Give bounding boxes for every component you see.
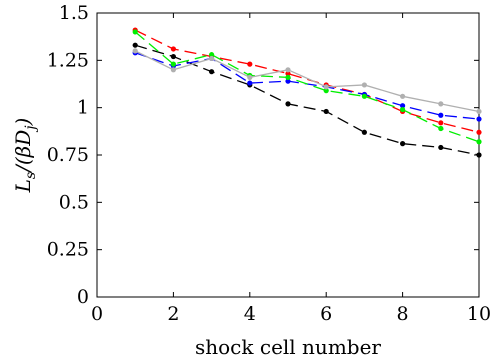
data-point — [438, 144, 444, 151]
tick-layer: 0 2 4 6 8 10 0 0.25 0.5 0.75 1 1.25 1.5 — [47, 2, 490, 325]
y-tick-label: 0.5 — [59, 191, 89, 213]
data-point — [400, 106, 406, 113]
data-point — [438, 112, 444, 118]
data-point — [400, 141, 406, 147]
series-line — [134, 31, 480, 143]
data-point — [285, 67, 291, 73]
data-point — [438, 101, 444, 107]
data-point — [400, 93, 406, 99]
y-axis-label-end: ) — [11, 118, 35, 127]
data-point — [323, 108, 329, 115]
y-tick-label: 0.75 — [47, 144, 89, 166]
data-point — [209, 52, 215, 58]
data-point — [361, 93, 367, 99]
data-point — [209, 69, 215, 75]
y-tick-label: 0.25 — [47, 239, 89, 261]
data-point — [132, 48, 138, 54]
x-tick-label: 2 — [167, 303, 179, 325]
y-axis-label-main: L — [11, 179, 35, 193]
y-axis-label-sub: s — [23, 172, 39, 179]
x-tick-label: 10 — [467, 303, 490, 325]
data-point — [361, 82, 367, 88]
data-point — [247, 61, 253, 67]
data-point — [247, 80, 253, 86]
y-tick-label: 1.25 — [47, 49, 89, 71]
data-point — [476, 139, 482, 145]
data-point — [438, 125, 444, 132]
series-line — [134, 50, 480, 113]
series-line — [134, 29, 480, 133]
plot-area — [96, 12, 480, 298]
data-point — [170, 67, 176, 73]
y-axis-label: Ls/(βDj) — [11, 118, 39, 194]
x-axis-label: shock cell number — [195, 335, 381, 359]
x-tick-label: 8 — [397, 303, 409, 325]
data-point — [361, 129, 367, 135]
data-point — [438, 120, 444, 126]
data-point — [323, 88, 329, 94]
data-point — [285, 78, 291, 84]
data-point — [285, 70, 291, 77]
y-tick-label: 1 — [77, 97, 89, 119]
y-axis-label-sub2: j — [23, 125, 39, 133]
data-point — [132, 29, 138, 35]
y-tick-label: 0 — [77, 286, 89, 308]
x-tick-label: 0 — [91, 303, 103, 325]
y-axis-label-rest: /(βD — [11, 130, 35, 174]
series-layer — [132, 27, 482, 158]
data-point — [170, 61, 176, 67]
data-point — [132, 42, 138, 48]
data-point — [476, 116, 482, 122]
data-point — [285, 74, 291, 80]
x-tick-label: 4 — [244, 303, 256, 325]
data-point — [170, 46, 176, 52]
x-tick-label: 6 — [320, 303, 332, 325]
data-point — [476, 108, 482, 115]
data-point — [476, 129, 482, 135]
data-point — [209, 55, 215, 62]
data-point — [400, 103, 406, 109]
data-point — [323, 84, 329, 90]
data-point — [170, 53, 176, 60]
data-point — [285, 101, 291, 107]
y-tick-label: 1.5 — [59, 2, 89, 24]
data-point — [247, 74, 253, 80]
